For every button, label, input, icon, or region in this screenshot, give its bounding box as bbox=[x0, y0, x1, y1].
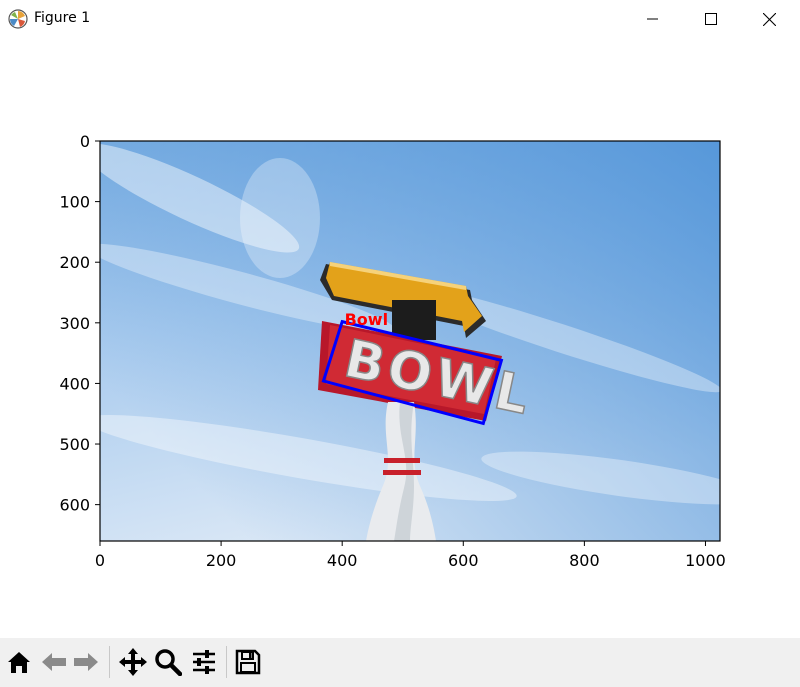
y-tick-label: 300 bbox=[59, 314, 90, 333]
navigation-toolbar bbox=[0, 638, 800, 687]
y-tick-label: 100 bbox=[59, 193, 90, 212]
toolbar-separator bbox=[109, 646, 110, 678]
x-tick-label: 800 bbox=[569, 551, 600, 570]
pan-icon bbox=[119, 648, 147, 676]
configure-subplots-button[interactable] bbox=[188, 646, 220, 678]
matplotlib-icon bbox=[8, 9, 28, 29]
photo-image: BOWL bbox=[100, 141, 720, 541]
minimize-icon bbox=[647, 18, 658, 20]
back-button[interactable] bbox=[38, 646, 70, 678]
axes: BOWL Bowl 0 200 400 600 800 1000 0 100 200 300 40… bbox=[59, 132, 726, 570]
y-tick-label: 0 bbox=[80, 132, 90, 151]
close-button[interactable] bbox=[740, 0, 798, 38]
forward-icon bbox=[74, 653, 98, 671]
x-tick-label: 0 bbox=[95, 551, 105, 570]
save-button[interactable] bbox=[232, 646, 264, 678]
y-tick-label: 200 bbox=[59, 253, 90, 272]
x-tick-label: 1000 bbox=[685, 551, 726, 570]
back-icon bbox=[42, 653, 66, 671]
x-tick-label: 400 bbox=[327, 551, 358, 570]
annotation-label: Bowl bbox=[345, 310, 388, 329]
pan-button[interactable] bbox=[117, 646, 149, 678]
home-button[interactable] bbox=[3, 646, 35, 678]
maximize-icon bbox=[705, 13, 717, 25]
title-bar: Figure 1 bbox=[0, 0, 800, 38]
maximize-button[interactable] bbox=[682, 0, 740, 38]
configure-subplots-icon bbox=[193, 650, 215, 674]
forward-button[interactable] bbox=[70, 646, 102, 678]
zoom-icon bbox=[155, 649, 182, 676]
y-tick-label: 500 bbox=[59, 435, 90, 454]
x-tick-label: 200 bbox=[206, 551, 237, 570]
home-icon bbox=[8, 652, 30, 673]
window-title: Figure 1 bbox=[34, 10, 91, 26]
axes-frame bbox=[99, 140, 721, 542]
annotation-box bbox=[321, 319, 504, 426]
save-icon bbox=[235, 649, 261, 675]
y-tick-label: 600 bbox=[59, 496, 90, 515]
toolbar-separator bbox=[226, 646, 227, 678]
y-tick-label: 400 bbox=[59, 374, 90, 393]
close-icon bbox=[762, 12, 776, 26]
x-tick-label: 600 bbox=[448, 551, 479, 570]
figure-canvas[interactable]: BOWL Bowl 0 200 400 600 800 1000 0 100 200 300 40… bbox=[0, 38, 800, 638]
zoom-button[interactable] bbox=[152, 646, 184, 678]
minimize-button[interactable] bbox=[624, 0, 682, 38]
